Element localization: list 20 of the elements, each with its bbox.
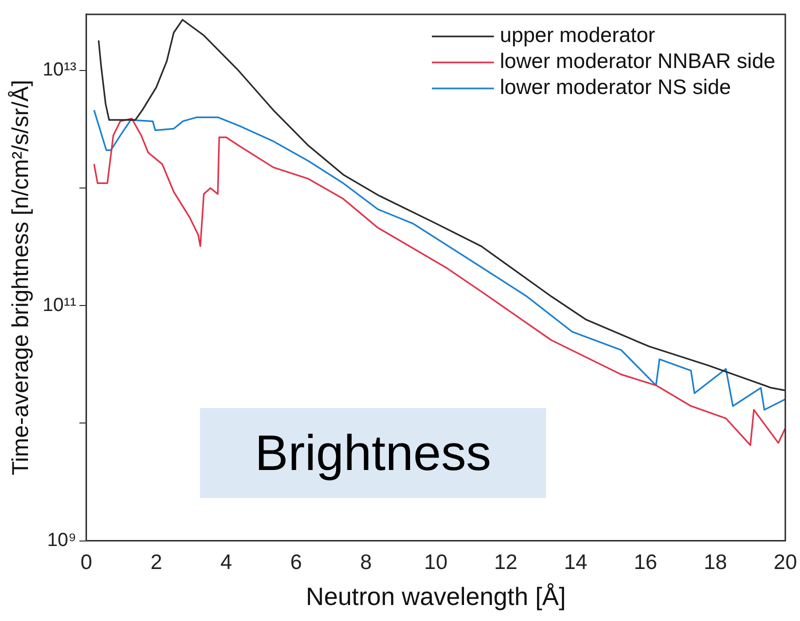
y-tick-label: 10⁹ bbox=[47, 530, 76, 552]
x-tick-label: 12 bbox=[494, 551, 518, 574]
x-tick-label: 2 bbox=[150, 551, 162, 574]
x-tick-label: 16 bbox=[634, 551, 658, 574]
legend-label: upper moderator bbox=[500, 24, 656, 48]
x-tick-label: 8 bbox=[360, 551, 372, 574]
y-tick-label: 10¹¹ bbox=[42, 294, 76, 316]
x-tick-label: 14 bbox=[564, 551, 588, 574]
x-tick-label: 20 bbox=[774, 551, 797, 574]
legend-label: lower moderator NNBAR side bbox=[500, 50, 776, 74]
y-tick-label: 10¹³ bbox=[42, 60, 76, 81]
x-tick-label: 6 bbox=[290, 551, 302, 574]
x-tick-label: 10 bbox=[424, 551, 448, 574]
x-tick-label: 0 bbox=[80, 551, 92, 574]
legend-label: lower moderator NS side bbox=[500, 76, 731, 100]
x-tick-label: 18 bbox=[704, 551, 728, 574]
annotation: Brightness bbox=[200, 408, 546, 498]
x-tick-label: 4 bbox=[220, 551, 232, 574]
x-axis-title: Neutron wavelength [Å] bbox=[306, 582, 566, 611]
y-axis-title: Time-average brightness [n/cm²/s/sr/Å] bbox=[7, 80, 34, 476]
